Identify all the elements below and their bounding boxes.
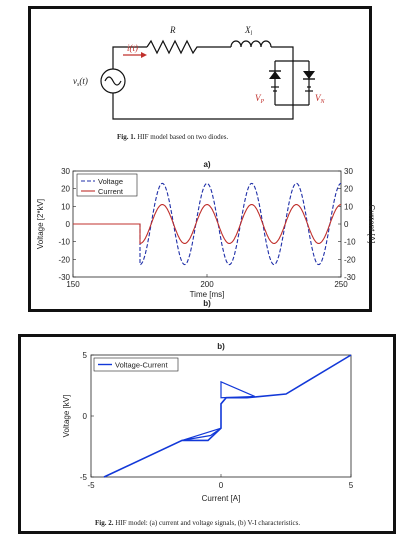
chart-b-ytick-label: 5 [83, 351, 88, 360]
resistor-symbol [146, 39, 201, 55]
inductor-label: Xl [244, 25, 253, 37]
chart-a-panel-label: a) [203, 160, 210, 169]
source-label: vs(t) [73, 76, 88, 88]
figure-panel-bottom: b) 5 0 -5 -5 0 5 Current [A] Voltage [kV] Voltage… [18, 334, 396, 534]
chart-a-xtick-label: 150 [66, 280, 80, 289]
chart-b-series-voltage-current [103, 354, 352, 478]
chart-a-y2tick-label: 0 [344, 220, 349, 229]
figure1-caption-label: Fig. 1. [117, 133, 136, 141]
chart-a-legend-label: Current [98, 187, 124, 196]
chart-a-y2tick-label: 30 [344, 167, 353, 176]
chart-a-series-current [73, 204, 342, 245]
figure2-caption-text: HIF model: (a) current and voltage signa… [115, 519, 301, 527]
chart-b-legend [93, 357, 179, 372]
chart-b-xtick-label: -5 [87, 481, 95, 490]
chart-a-legend-label: Voltage [98, 177, 123, 186]
chart-a-ytick-label: 30 [61, 167, 70, 176]
resistor-label: R [169, 25, 176, 35]
inductor-symbol [230, 40, 272, 48]
figure-panel-top: R Xl i(t) vs(t) VP VN Fig. 1. HIF model … [28, 6, 376, 312]
chart-a-ytick-label: 20 [61, 185, 70, 194]
chart-b-xtick-label: 0 [219, 481, 224, 490]
chart-a-xtick-label: 250 [334, 280, 348, 289]
chart-a-ytick-label: -30 [58, 273, 70, 282]
current-label: i(t) [127, 43, 138, 53]
chart-a-y2tick-label: -30 [344, 273, 356, 282]
diode-p-label: VP [255, 93, 265, 105]
chart-a-ytick-label: 0 [66, 220, 71, 229]
chart-a-y2label: Current [A] [367, 205, 376, 244]
chart-b-panel-label: b) [217, 342, 225, 351]
chart-a-ytick-label: -10 [58, 238, 70, 247]
chart-a-ytick-label: 10 [61, 202, 70, 211]
chart-a-xlabel: Time [ms] [190, 290, 225, 299]
diode-n-label: VN [315, 93, 326, 105]
chart-a-y2tick-label: 20 [344, 185, 353, 194]
chart-b-loop-upper [220, 380, 256, 399]
figure1-caption: Fig. 1. HIF model based on two diodes. [117, 133, 228, 141]
figure1-caption-text: HIF model based on two diodes. [137, 133, 229, 141]
figure2-caption-label: Fig. 2. [95, 519, 114, 527]
chart-b-xlabel: Current [A] [202, 494, 241, 503]
chart-a-y2tick-label: -10 [344, 238, 356, 247]
chart-a-y2tick-label: -20 [344, 255, 356, 264]
chart-b-loop-lower [181, 427, 222, 441]
chart-a-ylabel: Voltage [2*kV] [36, 199, 45, 249]
diode-n-symbol [303, 71, 315, 80]
chart-b-ylabel: Voltage [kV] [62, 395, 71, 438]
chart-a-y2tick-label: 10 [344, 202, 353, 211]
chart-b-ytick-label: 0 [83, 412, 88, 421]
chart-a-ytick-label: -20 [58, 255, 70, 264]
sine-wave-icon [104, 76, 122, 86]
chart-b-legend-label: Voltage-Current [115, 361, 168, 370]
chart-a-next-panel-label: b) [203, 299, 211, 308]
chart-vi-characteristic: b) 5 0 -5-5 0 5 Current [A] Voltage [kV] Voltage… [62, 342, 354, 503]
diode-p-symbol [269, 70, 281, 79]
chart-b-ytick-label: -5 [80, 473, 88, 482]
chart-a-xtick-label: 200 [200, 280, 214, 289]
figure2-caption: Fig. 2. HIF model: (a) current and volta… [95, 519, 300, 527]
circuit-diagram: R Xl i(t) vs(t) VP VN [73, 25, 326, 120]
chart-b-xtick-label: 5 [349, 481, 354, 490]
chart-a-series-voltage [73, 182, 342, 266]
